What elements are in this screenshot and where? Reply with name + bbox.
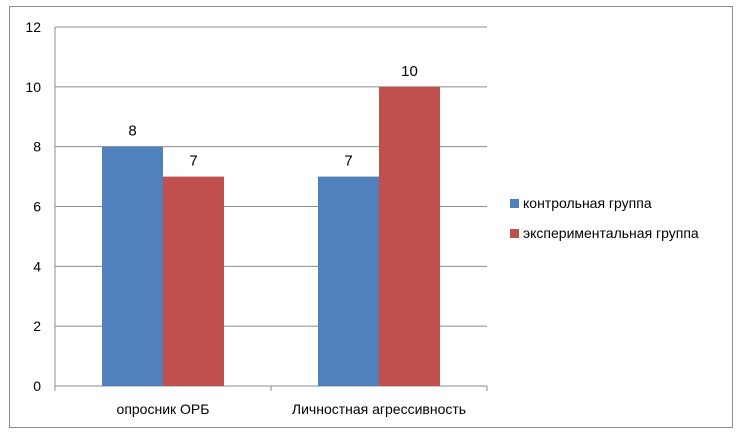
x-axis-tick-labels: опросник ОРБ Личностная агрессивность [117, 401, 467, 417]
bar [102, 146, 163, 386]
data-labels: 8 7 7 10 [128, 63, 418, 170]
bar [318, 176, 379, 386]
bars [102, 86, 440, 386]
y-tick-label: 12 [25, 19, 41, 35]
bar [163, 176, 224, 386]
legend-swatch [510, 199, 519, 208]
legend-label: контрольная группа [523, 195, 652, 211]
data-label: 7 [344, 153, 352, 170]
y-tick-label: 10 [25, 79, 41, 95]
x-tick-label: Личностная агрессивность [292, 401, 466, 417]
x-tick-label: опросник ОРБ [117, 401, 210, 417]
bar [379, 86, 440, 386]
y-axis-tick-labels: 0 2 4 6 8 10 12 [25, 19, 41, 394]
y-tick-label: 0 [33, 378, 41, 394]
data-label: 10 [401, 63, 418, 80]
data-label: 8 [128, 123, 136, 140]
y-tick-label: 2 [33, 318, 41, 334]
y-tick-label: 6 [33, 199, 41, 215]
legend-label: экспериментальная группа [523, 225, 699, 241]
data-label: 7 [189, 153, 197, 170]
y-tick-label: 4 [33, 258, 41, 274]
legend-swatch [510, 229, 519, 238]
legend: контрольная группа экспериментальная груп… [510, 195, 699, 241]
y-tick-label: 8 [33, 139, 41, 155]
